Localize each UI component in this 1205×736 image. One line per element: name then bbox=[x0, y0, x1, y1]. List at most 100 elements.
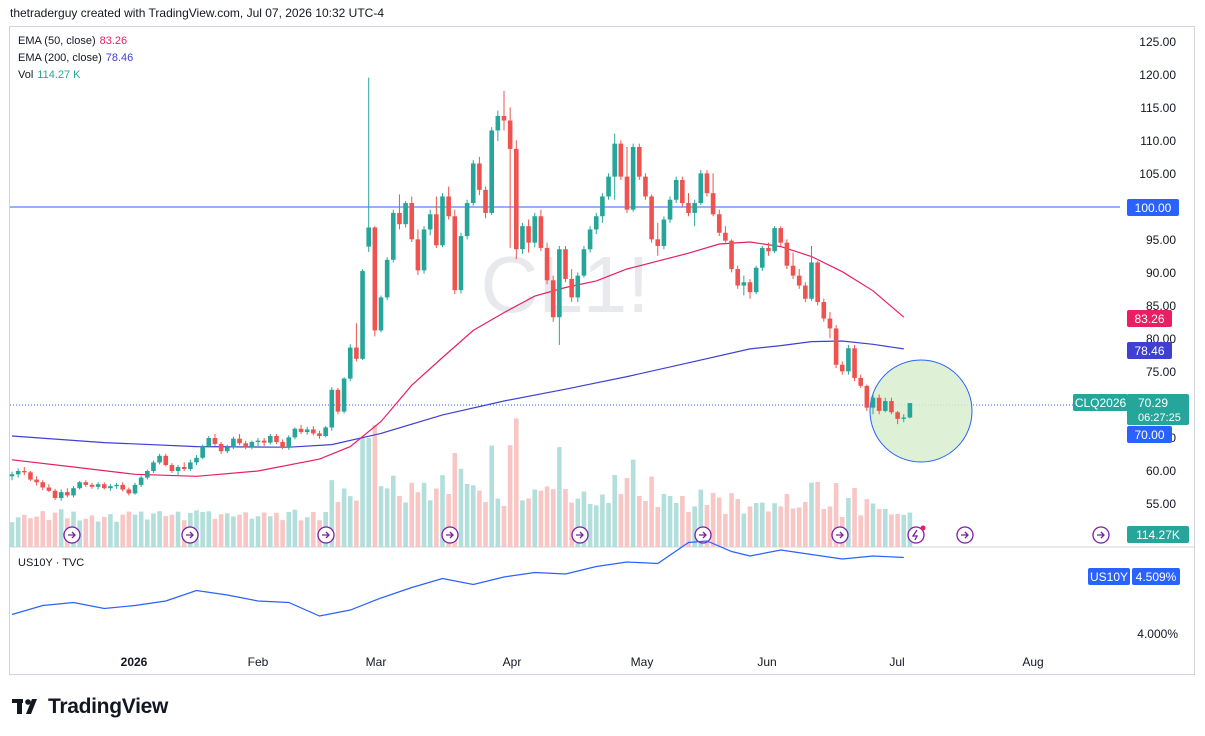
price-tick-label: 60.00 bbox=[1146, 464, 1176, 478]
legend-ema50-label: EMA (50, close) bbox=[18, 35, 96, 47]
volume-bar bbox=[15, 517, 21, 547]
volume-bar bbox=[716, 497, 722, 547]
candle-body bbox=[538, 216, 544, 248]
tradingview-logo[interactable]: TradingView bbox=[12, 694, 168, 720]
candle-body bbox=[495, 115, 501, 131]
time-tick-label: Aug bbox=[1022, 655, 1043, 669]
volume-bar bbox=[286, 511, 292, 547]
legend-ema50-value: 83.26 bbox=[99, 35, 128, 47]
volume-bar bbox=[28, 518, 33, 547]
candle-body bbox=[169, 465, 175, 471]
highlight-circle[interactable] bbox=[869, 359, 973, 463]
volume-bar bbox=[858, 515, 863, 547]
volume-bar bbox=[790, 508, 796, 547]
volume-bar bbox=[206, 511, 212, 547]
volume-bar bbox=[378, 486, 384, 547]
event-arrow-icon bbox=[836, 531, 844, 539]
volume-bar bbox=[846, 498, 851, 547]
volume-bar bbox=[778, 506, 784, 547]
us10y-line bbox=[11, 540, 904, 617]
candle-body bbox=[317, 433, 322, 437]
candle-body bbox=[569, 278, 574, 298]
legend-volume[interactable]: Vol 114.27 K bbox=[18, 69, 81, 81]
badge-ema50-bg bbox=[1127, 310, 1172, 327]
volume-bar bbox=[661, 494, 667, 547]
volume-bar bbox=[673, 503, 679, 547]
volume-bar bbox=[827, 506, 833, 547]
volume-bar bbox=[298, 520, 304, 547]
tradingview-wordmark: TradingView bbox=[48, 695, 169, 718]
candle-body bbox=[686, 203, 691, 213]
volume-bar bbox=[883, 508, 888, 547]
candle-body bbox=[224, 447, 230, 452]
candle-body bbox=[889, 401, 894, 413]
event-markers[interactable] bbox=[63, 525, 1110, 544]
volume-bar bbox=[200, 512, 205, 547]
volume-bar bbox=[274, 512, 279, 547]
candle-body bbox=[680, 179, 685, 204]
candle-body bbox=[360, 271, 365, 359]
legend-ema50[interactable]: EMA (50, close) 83.26 bbox=[18, 35, 127, 47]
candle-body bbox=[864, 385, 870, 408]
volume-bar bbox=[341, 488, 347, 547]
candle-body bbox=[391, 212, 396, 260]
volume-bar bbox=[686, 512, 691, 547]
volume-bar bbox=[526, 498, 531, 547]
volume-bar bbox=[464, 484, 470, 547]
candle-body bbox=[34, 479, 39, 483]
candle-body bbox=[243, 443, 248, 448]
candle-body bbox=[452, 216, 458, 291]
volume-bar bbox=[311, 512, 316, 547]
us10y-pane-title[interactable]: US10Y · TVC bbox=[18, 557, 85, 569]
badge-us10y-symbol-bg bbox=[1088, 568, 1130, 585]
candle-body bbox=[274, 436, 279, 442]
volume-bar bbox=[815, 481, 820, 547]
volume-bar bbox=[360, 437, 365, 547]
candle-body bbox=[624, 176, 630, 210]
candle-body bbox=[716, 214, 722, 233]
volume-bar bbox=[612, 475, 617, 547]
time-axis[interactable]: 2026 Feb Mar Apr May Jun Jul Aug bbox=[121, 655, 1044, 669]
candle-body bbox=[766, 247, 771, 252]
volume-bar bbox=[495, 498, 501, 547]
volume-bar bbox=[280, 520, 285, 547]
volume-bar bbox=[292, 509, 298, 547]
price-tick-label: 120.00 bbox=[1139, 68, 1176, 82]
candle-body bbox=[557, 249, 562, 318]
ema50-line-group bbox=[11, 241, 905, 477]
candle-body bbox=[403, 203, 408, 225]
candle-body bbox=[507, 120, 513, 149]
volume-bar bbox=[563, 489, 568, 547]
candle-body bbox=[46, 487, 52, 491]
volume-bar bbox=[224, 513, 230, 547]
volume-bar bbox=[46, 519, 52, 547]
candle-body bbox=[157, 455, 162, 463]
candle-body bbox=[907, 403, 913, 418]
candle-body bbox=[372, 227, 378, 331]
candle-body bbox=[839, 364, 845, 372]
volume-bar bbox=[870, 503, 876, 547]
volume-bar bbox=[95, 521, 101, 547]
candle-body bbox=[637, 146, 642, 177]
event-arrow-icon bbox=[322, 531, 330, 539]
price-tick-label: 105.00 bbox=[1139, 167, 1176, 181]
price-axis[interactable]: 125.00 120.00 115.00 110.00 105.00 100.00 95.0… bbox=[1137, 35, 1178, 641]
time-tick-label: May bbox=[631, 655, 654, 669]
volume-bar bbox=[852, 488, 857, 547]
legend-ema200-value: 78.46 bbox=[105, 52, 134, 64]
legend-ema200[interactable]: EMA (200, close) 78.46 bbox=[18, 52, 133, 64]
candle-body bbox=[237, 438, 242, 444]
candle-body bbox=[378, 297, 384, 331]
candle-body bbox=[796, 275, 802, 286]
volume-bar bbox=[723, 513, 728, 547]
price-tick-label: 125.00 bbox=[1139, 35, 1176, 49]
volume-bar bbox=[347, 496, 353, 547]
candle-body bbox=[575, 275, 581, 298]
candle-body bbox=[673, 179, 679, 200]
us10y-line-group bbox=[11, 540, 904, 617]
candle-body bbox=[760, 247, 765, 268]
volume-bar bbox=[587, 504, 593, 547]
candle-body bbox=[95, 484, 101, 487]
volume-bar bbox=[698, 489, 704, 547]
